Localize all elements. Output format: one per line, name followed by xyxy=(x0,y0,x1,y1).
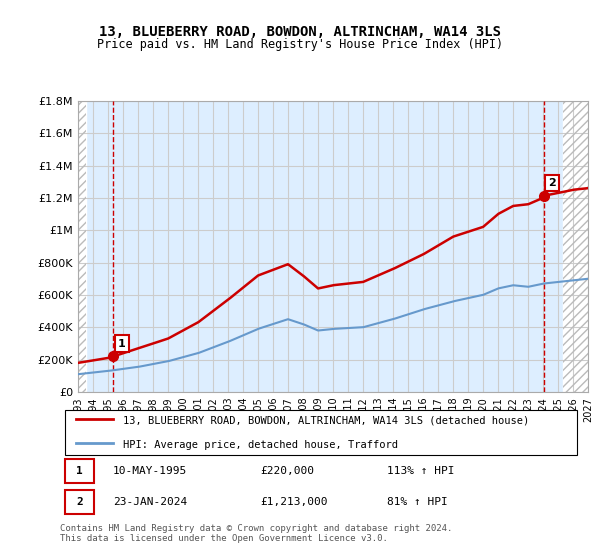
Text: Price paid vs. HM Land Registry's House Price Index (HPI): Price paid vs. HM Land Registry's House … xyxy=(97,38,503,51)
Text: 1: 1 xyxy=(76,466,83,476)
Text: HPI: Average price, detached house, Trafford: HPI: Average price, detached house, Traf… xyxy=(124,440,398,450)
Text: 2: 2 xyxy=(76,497,83,507)
Text: 10-MAY-1995: 10-MAY-1995 xyxy=(113,466,187,476)
Bar xyxy=(78,101,86,392)
Text: 113% ↑ HPI: 113% ↑ HPI xyxy=(388,466,455,476)
Text: 13, BLUEBERRY ROAD, BOWDON, ALTRINCHAM, WA14 3LS (detached house): 13, BLUEBERRY ROAD, BOWDON, ALTRINCHAM, … xyxy=(124,416,530,426)
Bar xyxy=(563,101,588,392)
Text: 13, BLUEBERRY ROAD, BOWDON, ALTRINCHAM, WA14 3LS: 13, BLUEBERRY ROAD, BOWDON, ALTRINCHAM, … xyxy=(99,25,501,39)
Bar xyxy=(78,101,86,392)
Text: 1: 1 xyxy=(118,339,125,349)
Bar xyxy=(563,101,588,392)
Text: £1,213,000: £1,213,000 xyxy=(260,497,328,507)
FancyBboxPatch shape xyxy=(65,410,577,455)
Text: 81% ↑ HPI: 81% ↑ HPI xyxy=(388,497,448,507)
Text: £220,000: £220,000 xyxy=(260,466,314,476)
Text: 2: 2 xyxy=(548,178,556,188)
Text: Contains HM Land Registry data © Crown copyright and database right 2024.
This d: Contains HM Land Registry data © Crown c… xyxy=(60,524,452,543)
FancyBboxPatch shape xyxy=(65,459,94,483)
Text: 23-JAN-2024: 23-JAN-2024 xyxy=(113,497,187,507)
FancyBboxPatch shape xyxy=(65,491,94,514)
